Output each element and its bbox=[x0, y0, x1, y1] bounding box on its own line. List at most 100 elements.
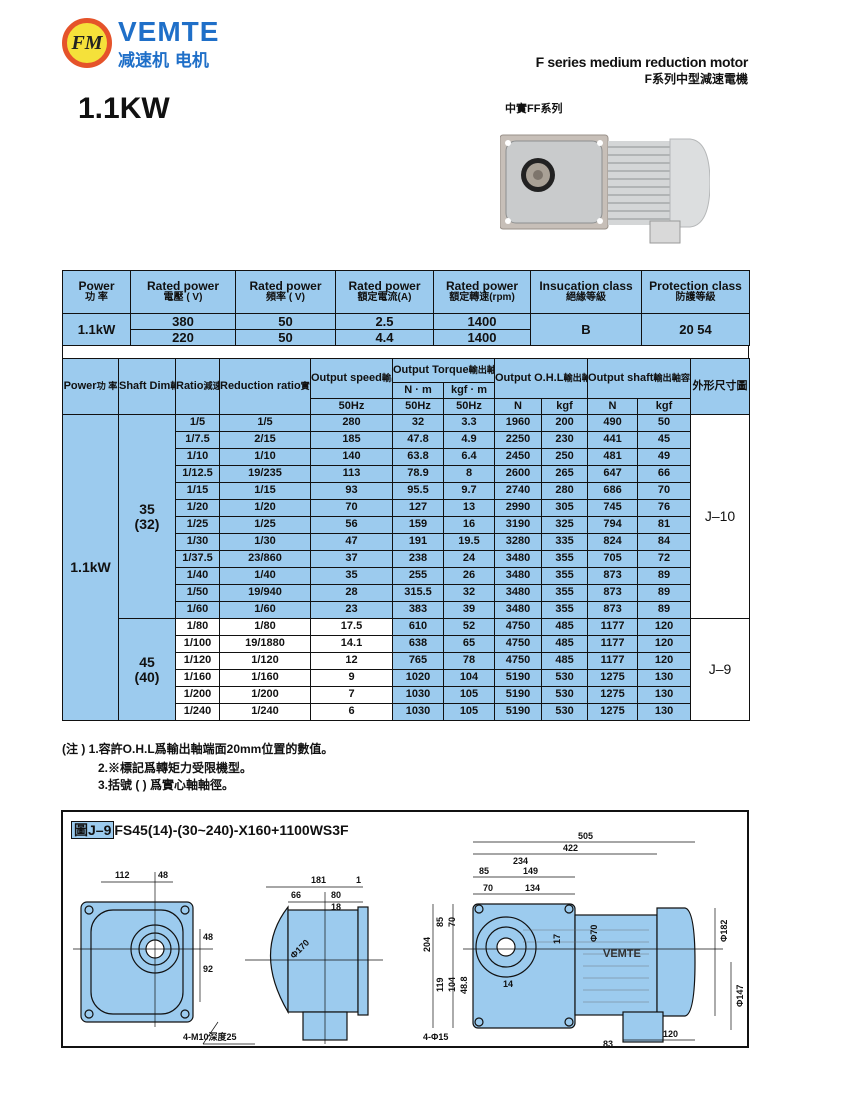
data-cell: 2450 bbox=[494, 448, 542, 466]
data-cell: 120 bbox=[637, 635, 692, 653]
data-cell: 89 bbox=[637, 601, 692, 619]
data-cell: 2/15 bbox=[219, 431, 311, 449]
data-cell: 1177 bbox=[587, 652, 639, 670]
data-cell: 32 bbox=[392, 414, 444, 432]
dim-204: 204 bbox=[422, 937, 432, 952]
header-ohl: Output O.H.L輸出軸容許O.H.L bbox=[493, 358, 589, 399]
data-cell: 28 bbox=[310, 584, 393, 602]
data-cell: 280 bbox=[310, 414, 393, 432]
data-cell: 1/25 bbox=[175, 516, 220, 534]
logo-mark-text: FM bbox=[71, 31, 103, 54]
rated-cell: 1400 bbox=[433, 313, 531, 330]
data-cell: 1/80 bbox=[219, 618, 311, 636]
header-shaft-cn: 軸 徑 bbox=[170, 381, 174, 391]
rated-header-en: Protection class bbox=[649, 279, 742, 294]
table-row: 1/25 1/25 56 159 16 3190 325 794 81 bbox=[63, 516, 750, 534]
data-cell: 1275 bbox=[587, 703, 639, 721]
header-shaft-en: Shaft Dim bbox=[119, 379, 171, 392]
data-cell: 490 bbox=[587, 414, 639, 432]
data-cell: 745 bbox=[587, 499, 639, 517]
header-ohl-n: N bbox=[494, 398, 542, 415]
motor-photo bbox=[500, 134, 710, 244]
rated-header-cn: 防護等級 bbox=[675, 292, 716, 304]
protection-class-cell: 20 54 bbox=[641, 313, 750, 346]
data-cell: 355 bbox=[540, 550, 589, 568]
dim-80: 80 bbox=[331, 890, 341, 900]
data-cell: 610 bbox=[392, 618, 444, 636]
table-row: 1/240 1/240 6 1030 105 5190 530 1275 130 bbox=[63, 703, 750, 721]
data-cell: 255 bbox=[392, 567, 444, 585]
data-cell: 1177 bbox=[587, 618, 639, 636]
data-cell: 5190 bbox=[494, 686, 542, 704]
data-cell: 1/200 bbox=[219, 686, 311, 704]
data-cell: 530 bbox=[540, 686, 589, 704]
data-cell: 127 bbox=[392, 499, 444, 517]
data-cell: 1030 bbox=[392, 686, 444, 704]
data-cell: 13 bbox=[443, 499, 495, 517]
data-cell: 93 bbox=[310, 482, 393, 500]
data-cell: 19/1880 bbox=[219, 635, 311, 653]
data-cell: 89 bbox=[637, 584, 692, 602]
data-cell: 485 bbox=[540, 652, 589, 670]
data-cell: 105 bbox=[443, 703, 495, 721]
dim-85: 85 bbox=[479, 866, 489, 876]
data-cell: 3280 bbox=[494, 533, 542, 551]
data-cell: 686 bbox=[587, 482, 639, 500]
table-row: 1/30 1/30 47 191 19.5 3280 335 824 84 bbox=[63, 533, 750, 551]
data-cell: 84 bbox=[637, 533, 692, 551]
data-cell: 5190 bbox=[494, 669, 542, 687]
table-separator bbox=[62, 346, 749, 358]
data-cell: 1/20 bbox=[219, 499, 311, 517]
data-cell: 140 bbox=[310, 448, 393, 466]
header-ohl-kgf: kgf bbox=[540, 398, 589, 415]
rated-header-cn: 電壓 ( V) bbox=[163, 292, 203, 304]
data-cell: 638 bbox=[392, 635, 444, 653]
header-speed-en: Output speed bbox=[311, 371, 382, 384]
dim-phi182: Φ182 bbox=[719, 920, 729, 942]
data-cell: 185 bbox=[310, 431, 393, 449]
data-cell: 383 bbox=[392, 601, 444, 619]
power-cell: 1.1kW bbox=[62, 414, 119, 721]
data-cell: 305 bbox=[540, 499, 589, 517]
dim-48: 48 bbox=[158, 870, 168, 880]
header-ohl-en: Output O.H.L bbox=[495, 371, 564, 384]
header-reduction-en: Reduction ratio bbox=[220, 379, 301, 392]
data-cell: 1/50 bbox=[175, 584, 220, 602]
drawing-ref-cell: J–9 bbox=[690, 618, 751, 721]
data-cell: 130 bbox=[637, 686, 692, 704]
data-cell: 89 bbox=[637, 567, 692, 585]
data-cell: 1/120 bbox=[219, 652, 311, 670]
note-1: (注 ) 1.容許O.H.L爲輸出軸端面20mm位置的數值。 bbox=[62, 742, 334, 756]
rated-header: Insucation class 絕緣等級 bbox=[530, 270, 642, 314]
data-cell: 1/5 bbox=[219, 414, 311, 432]
shaft-dim-solid: (40) bbox=[134, 668, 160, 685]
data-cell: 159 bbox=[392, 516, 444, 534]
data-cell: 35 bbox=[310, 567, 393, 585]
data-cell: 1/100 bbox=[175, 635, 220, 653]
rated-cell: 380 bbox=[130, 313, 236, 330]
rated-cell: 2.5 bbox=[335, 313, 434, 330]
data-cell: 14.1 bbox=[310, 635, 393, 653]
shaft-dim: 45 bbox=[139, 653, 155, 670]
data-cell: 1/10 bbox=[175, 448, 220, 466]
table-row: 1/120 1/120 12 765 78 4750 485 1177 120 bbox=[63, 652, 750, 670]
data-cell: 2600 bbox=[494, 465, 542, 483]
data-cell: 45 bbox=[637, 431, 692, 449]
dim-104: 104 bbox=[447, 977, 457, 992]
data-cell: 441 bbox=[587, 431, 639, 449]
dim-phi70: Φ70 bbox=[589, 925, 599, 942]
brand-name: VEMTE bbox=[118, 16, 220, 47]
data-cell: 1/10 bbox=[219, 448, 311, 466]
data-cell: 873 bbox=[587, 584, 639, 602]
data-cell: 4750 bbox=[494, 635, 542, 653]
drawing-tag: 圖J–9 bbox=[71, 821, 115, 839]
data-cell: 120 bbox=[637, 618, 692, 636]
data-cell: 230 bbox=[540, 431, 589, 449]
rated-header: Rated power 額定電流(A) bbox=[335, 270, 434, 314]
data-cell: 9.7 bbox=[443, 482, 495, 500]
series-title-en: F series medium reduction motor bbox=[535, 54, 749, 70]
rated-header: Rated power 電壓 ( V) bbox=[130, 270, 236, 314]
data-cell: 4.9 bbox=[443, 431, 495, 449]
header-ratio-cn: 減速比 bbox=[203, 380, 219, 391]
rated-header-en: Power bbox=[78, 279, 115, 294]
